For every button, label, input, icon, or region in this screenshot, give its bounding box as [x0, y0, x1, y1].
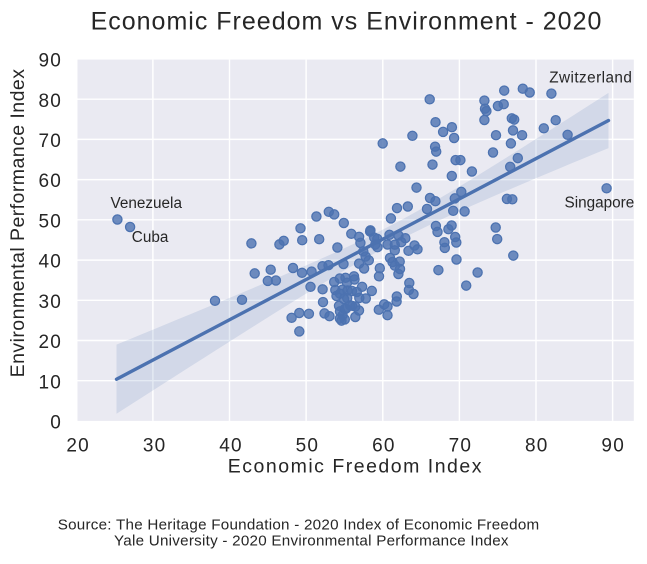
svg-text:30: 30	[38, 292, 62, 313]
svg-text:Venezuela: Venezuela	[111, 195, 183, 212]
svg-text:Economic Freedom Index: Economic Freedom Index	[228, 456, 483, 478]
svg-text:Source: The Heritage Foundatio: Source: The Heritage Foundation - 2020 I…	[58, 516, 540, 533]
svg-text:Singapore: Singapore	[565, 195, 635, 212]
svg-text:Environmental Performance Inde: Environmental Performance Index	[7, 69, 29, 378]
svg-text:90: 90	[601, 436, 625, 457]
svg-text:20: 20	[38, 332, 62, 353]
svg-text:20: 20	[66, 436, 90, 457]
svg-text:80: 80	[38, 91, 62, 112]
svg-text:60: 60	[372, 436, 396, 457]
svg-text:Zwitzerland: Zwitzerland	[549, 70, 632, 87]
svg-text:50: 50	[38, 211, 62, 232]
svg-text:40: 40	[219, 436, 243, 457]
svg-text:10: 10	[38, 372, 62, 393]
svg-text:90: 90	[38, 51, 62, 72]
svg-text:40: 40	[38, 252, 62, 273]
svg-text:70: 70	[38, 131, 62, 152]
svg-text:80: 80	[525, 436, 549, 457]
svg-text:50: 50	[296, 436, 320, 457]
svg-text:0: 0	[50, 413, 62, 434]
svg-text:70: 70	[449, 436, 473, 457]
svg-text:Yale University - 2020 Environ: Yale University - 2020 Environmental Per…	[114, 532, 509, 549]
svg-text:Economic Freedom vs Environmen: Economic Freedom vs Environment - 2020	[91, 8, 603, 36]
svg-text:Cuba: Cuba	[132, 229, 169, 246]
svg-text:30: 30	[143, 436, 167, 457]
svg-text:60: 60	[38, 171, 62, 192]
